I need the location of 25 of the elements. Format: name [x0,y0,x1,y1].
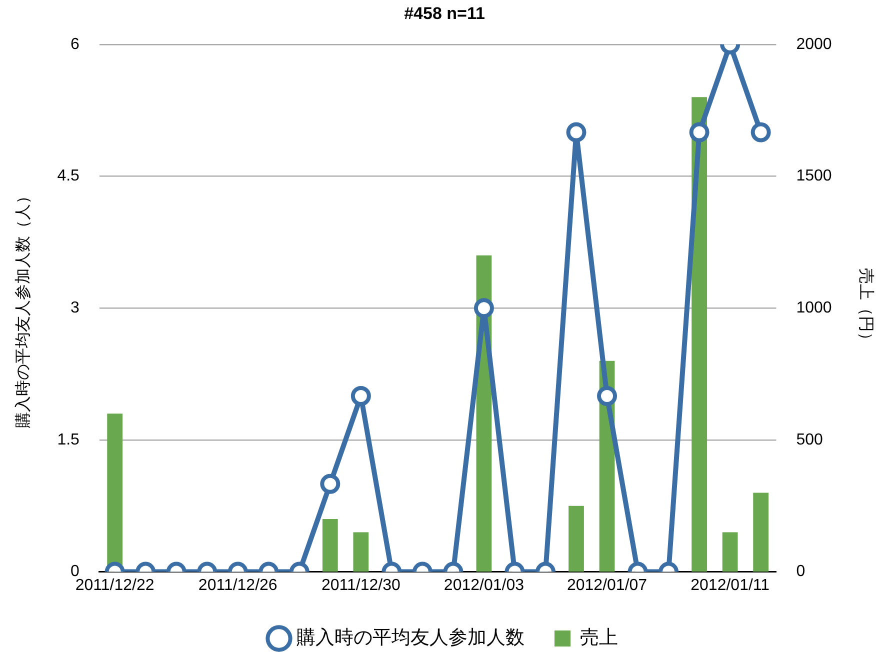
y-tick-label: 6 [70,36,80,53]
chart-title: #458 n=11 [404,4,485,23]
y-axis-title: 購入時の平均友人参加人数（人） [14,188,32,428]
x-tick-label: 2011/12/26 [198,576,278,594]
y-tick-label: 1.5 [57,431,80,448]
x-tick-label: 2011/12/22 [75,576,154,594]
y-tick-label: 3 [70,300,80,317]
x-tick-label: 2011/12/30 [321,576,400,594]
y2-tick-label: 1500 [796,168,832,185]
bar [568,506,584,572]
y2-tick-label: 2000 [796,36,832,53]
bar [322,519,338,572]
y-tick-label: 4.5 [57,168,80,185]
bar [753,492,769,572]
x-tick-label: 2012/01/03 [444,576,524,594]
y2-axis-title: 売上（円） [856,268,875,348]
legend-label: 購入時の平均友人参加人数 [296,628,524,649]
legend-label: 売上 [580,628,618,649]
y2-tick-label: 1000 [796,300,832,317]
x-tick-label: 2012/01/07 [566,576,648,594]
bar [353,532,369,572]
y2-tick-label: 500 [796,431,824,448]
bar [722,532,738,572]
x-tick-label: 2012/01/11 [690,576,770,594]
y2-tick-label: 0 [796,563,806,580]
